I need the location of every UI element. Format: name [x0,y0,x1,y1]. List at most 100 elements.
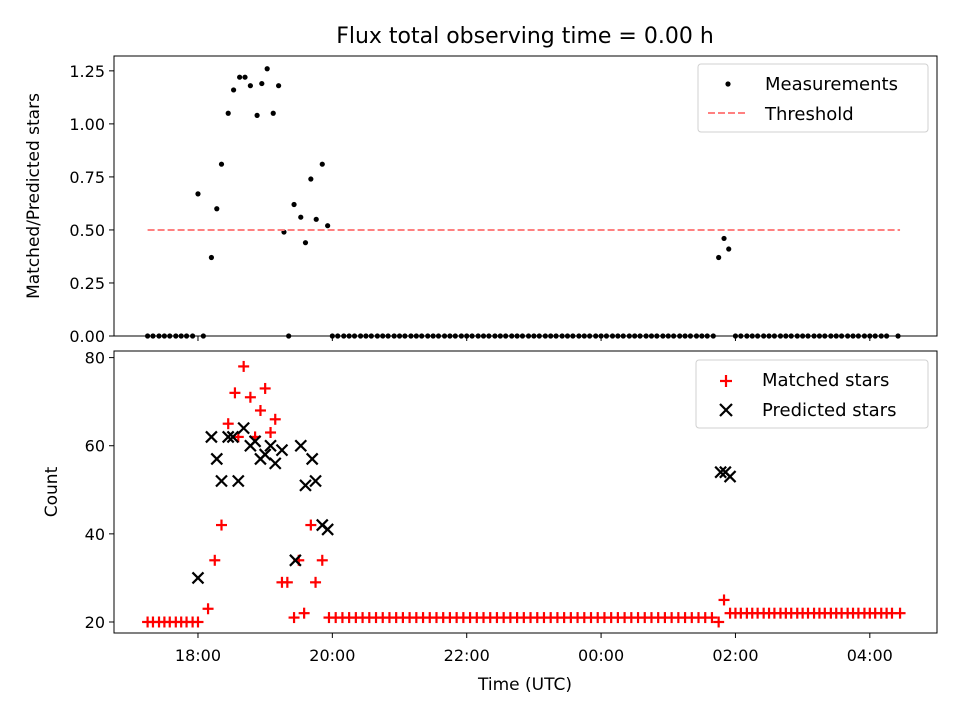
y-tick-label: 0.50 [69,221,105,240]
measurement-point [230,87,237,93]
legend-predicted-marker [719,403,733,417]
y-tick-label: 40 [85,525,105,544]
matched-star-point [713,616,725,628]
x-tick-label: 04:00 [847,646,893,665]
top-y-axis-label: Matched/Predicted stars [24,93,44,299]
bottom-marks [142,360,906,628]
top-panel: 0.00 0.25 0.50 0.75 1.00 1.25 Matched/Predict… [24,55,938,346]
figure-title: Flux total observing time = 0.00 h [336,24,714,49]
measurement-point [726,246,732,252]
legend-matched-label: Matched stars [762,370,889,391]
measurement-point [319,161,325,167]
measurement-point [298,214,304,220]
top-legend-box [697,63,929,133]
bottom-legend-box [695,359,929,429]
matched-star-point [269,413,281,425]
predicted-star-point [294,439,308,453]
measurement-point [237,74,243,80]
legend-measurements-label: Measurements [765,74,898,95]
x-tick-label: 22:00 [444,646,490,665]
predicted-star-point [237,421,250,435]
matched-star-point [202,603,214,615]
y-tick-label: 80 [85,349,105,368]
measurement-point [270,110,276,116]
x-tick-label: 02:00 [712,646,758,665]
matched-star-point [298,607,310,619]
bottom-legend: Matched stars Predicted stars [695,359,929,429]
matched-star-point [244,391,256,403]
predicted-star-point [305,452,319,466]
measurement-point [721,235,727,242]
top-xticks [197,336,871,341]
predicted-star-point [205,430,218,444]
y-tick-label: 0.75 [69,168,105,187]
predicted-star-point [226,430,240,444]
bottom-axes-frame [113,350,938,634]
y-tick-label: 0.00 [69,327,105,346]
x-axis-label: Time (UTC) [477,675,572,695]
predicted-star-point [289,554,302,567]
predicted-star-point [232,474,245,488]
x-tick-label: 18:00 [175,646,221,665]
matched-star-point [209,554,221,566]
matched-star-point [305,519,317,531]
predicted-star-point [191,571,205,585]
measurement-point [325,223,331,229]
matched-star-point [229,387,241,399]
predicted-star-point [275,443,289,457]
predicted-star-point [309,474,322,488]
measurement-point [259,80,265,87]
measurement-point [218,161,225,167]
y-tick-label: 0.25 [69,274,105,293]
measurement-point [225,110,231,116]
x-tick-label: 00:00 [578,646,624,665]
predicted-star-point [215,474,228,488]
predicted-star-point [321,523,334,536]
predicted-star-point [264,439,277,453]
measurement-point [247,83,253,89]
bottom-xticks: 18:00 20:00 22:00 00:00 02:00 04:00 [175,633,893,665]
matched-star-point [192,616,204,628]
matched-star-point [316,554,328,566]
measurement-point [242,74,248,80]
bottom-yticks: 20 40 60 80 [85,349,114,632]
measurement-point [214,206,220,212]
matched-star-point [265,427,277,439]
legend-predicted-label: Predicted stars [762,400,896,421]
y-tick-label: 60 [85,437,105,456]
matched-star-point [215,519,227,531]
matched-star-point [238,360,250,372]
y-tick-label: 20 [85,613,105,632]
bottom-y-axis-label: Count [42,466,62,517]
measurement-point [313,216,319,222]
legend-measurements-marker [725,81,731,87]
predicted-star-point [248,435,262,448]
measurement-point [302,240,309,246]
predicted-star-point [210,452,224,466]
measurement-point [308,176,314,182]
top-axes-frame [113,55,938,337]
measurement-point [254,112,260,118]
y-tick-label: 1.25 [69,62,105,81]
matched-star-point [706,612,718,624]
top-legend: Measurements Threshold [697,63,929,133]
predicted-star-point [258,448,272,461]
legend-matched-marker [720,375,732,387]
predicted-star-point [299,479,312,492]
predicted-star-point [723,470,737,483]
measurement-point [291,201,297,208]
measurement-point [208,254,215,261]
matched-star-point [222,418,234,430]
measurement-point [195,191,201,197]
predicted-star-point [268,457,282,470]
measurement-point [716,254,722,261]
measurement-point [264,66,270,72]
matched-star-point [894,607,906,619]
predicted-star-point [221,430,235,444]
x-tick-label: 20:00 [309,646,355,665]
measurement-point [276,83,282,89]
matched-star-point [288,612,300,624]
predicted-star-point [714,465,727,479]
